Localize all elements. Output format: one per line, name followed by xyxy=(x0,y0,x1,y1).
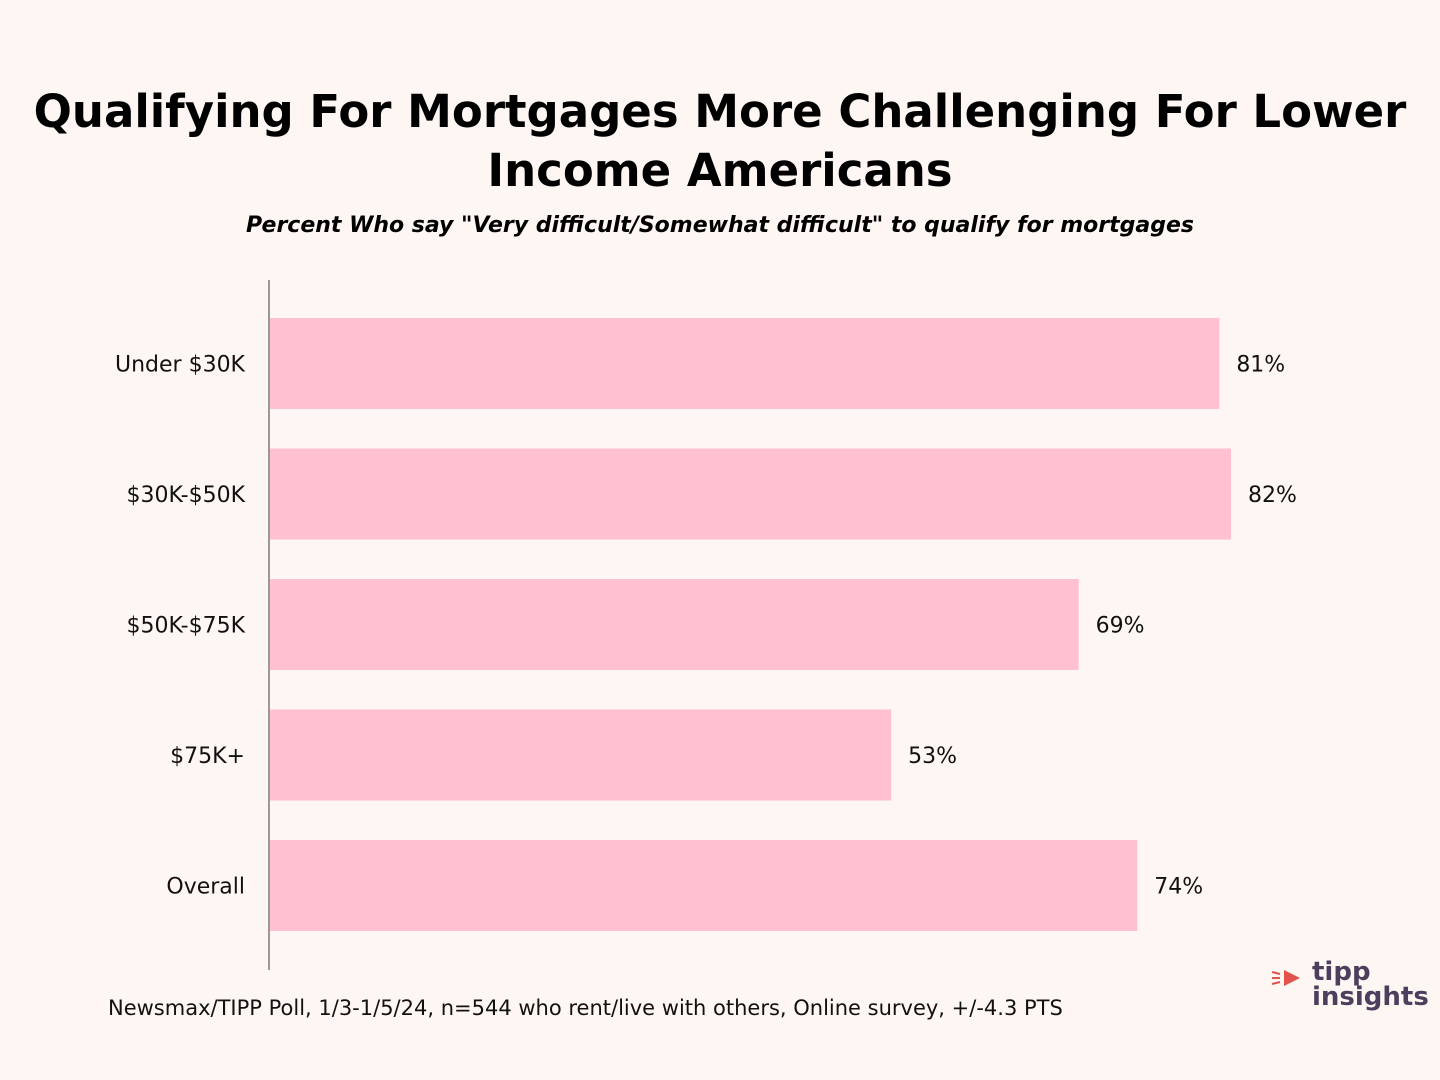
chart-subtitle: Percent Who say "Very difficult/Somewhat… xyxy=(245,213,1194,238)
value-label-2: 69% xyxy=(1096,614,1145,639)
chart-title: Qualifying For Mortgages More Challengin… xyxy=(33,85,1407,197)
value-label-0: 81% xyxy=(1236,353,1285,378)
category-label-0: Under $30K xyxy=(115,353,246,378)
value-label-1: 82% xyxy=(1248,483,1297,508)
value-label-3: 53% xyxy=(908,744,957,769)
logo-text-line1: tipp xyxy=(1312,957,1371,987)
logo-mark-icon xyxy=(1271,970,1300,986)
category-label-4: Overall xyxy=(166,875,245,900)
logo-text-line2: insights xyxy=(1312,982,1429,1012)
bar-1 xyxy=(270,448,1232,540)
category-label-1: $30K-$50K xyxy=(127,483,246,508)
bar-0 xyxy=(270,318,1220,409)
logo-text: tipp insights xyxy=(1312,957,1429,1012)
bars-group: Under $30K 81% $30K-$50K 82% $50K-$75K 69% $75… xyxy=(115,318,1297,931)
value-label-4: 74% xyxy=(1154,875,1203,900)
bar-2 xyxy=(270,579,1079,670)
bar-3 xyxy=(270,709,892,801)
bar-4 xyxy=(270,840,1138,931)
category-label-3: $75K+ xyxy=(170,744,245,769)
tipp-insights-logo: tipp insights xyxy=(1268,957,1429,1020)
source-note: Newsmax/TIPP Poll, 1/3-1/5/24, n=544 who… xyxy=(108,996,1063,1020)
category-label-2: $50K-$75K xyxy=(127,614,246,639)
